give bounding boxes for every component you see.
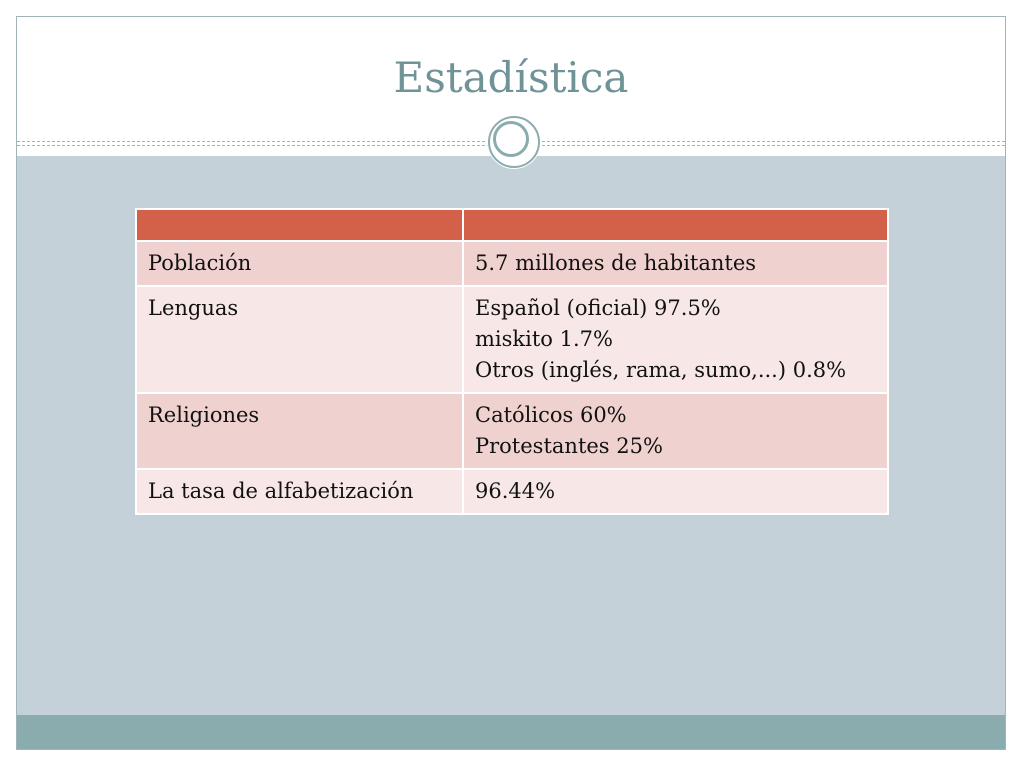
row-label: Lenguas xyxy=(135,285,464,394)
row-value: Católicos 60% Protestantes 25% xyxy=(462,392,889,470)
value-line: 5.7 millones de habitantes xyxy=(475,251,757,275)
slide-title: Estadística xyxy=(393,53,629,102)
row-label: Población xyxy=(135,240,464,287)
header-cell-label xyxy=(135,208,464,242)
footer-bar xyxy=(17,715,1005,749)
slide: Estadística Población 5.7 millones de ha… xyxy=(16,16,1006,750)
statistics-table: Población 5.7 millones de habitantes Len… xyxy=(135,208,889,515)
table-row-religiones: Religiones Católicos 60% Protestantes 25… xyxy=(135,392,889,470)
row-value: Español (oficial) 97.5% miskito 1.7% Otr… xyxy=(462,285,889,394)
value-line: Protestantes 25% xyxy=(475,434,663,458)
value-line: Otros (inglés, rama, sumo,...) 0.8% xyxy=(475,358,847,382)
value-line: Español (oficial) 97.5% xyxy=(475,296,721,320)
ring-inner xyxy=(493,121,529,157)
table-row-lenguas: Lenguas Español (oficial) 97.5% miskito … xyxy=(135,285,889,394)
table-header-row xyxy=(135,208,889,242)
table-row-poblacion: Población 5.7 millones de habitantes xyxy=(135,240,889,287)
row-value: 5.7 millones de habitantes xyxy=(462,240,889,287)
table-row-alfabetizacion: La tasa de alfabetización 96.44% xyxy=(135,468,889,515)
row-label: La tasa de alfabetización xyxy=(135,468,464,515)
row-value: 96.44% xyxy=(462,468,889,515)
value-line: miskito 1.7% xyxy=(475,327,613,351)
value-line: 96.44% xyxy=(475,479,556,503)
row-label: Religiones xyxy=(135,392,464,470)
header-cell-value xyxy=(462,208,889,242)
value-line: Católicos 60% xyxy=(475,403,627,427)
circle-ornament-icon xyxy=(487,115,541,169)
